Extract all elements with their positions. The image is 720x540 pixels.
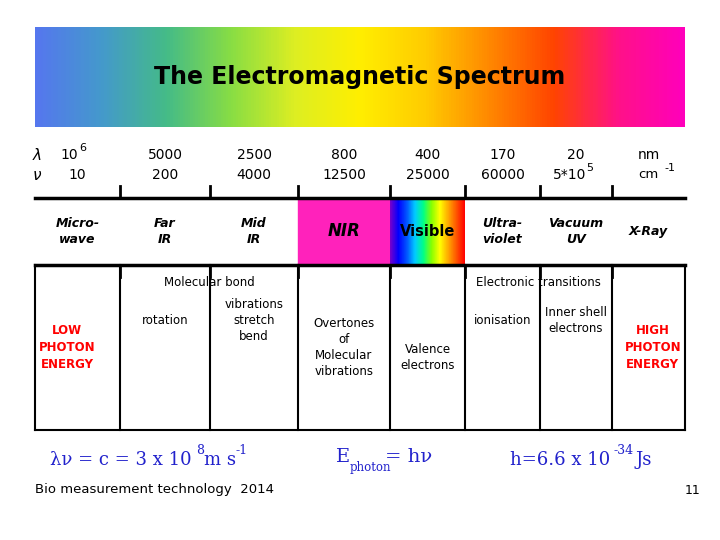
Text: photon: photon [350, 462, 392, 475]
Text: Valence
electrons: Valence electrons [400, 343, 455, 372]
Text: 11: 11 [684, 483, 700, 496]
Text: nm: nm [637, 148, 660, 162]
Text: The Electromagnetic Spectrum: The Electromagnetic Spectrum [154, 65, 566, 89]
Text: Micro-
wave: Micro- wave [55, 217, 99, 246]
Text: NIR: NIR [328, 222, 361, 240]
Text: Far
IR: Far IR [154, 217, 176, 246]
Text: Js: Js [636, 451, 652, 469]
Text: Molecular bond: Molecular bond [163, 276, 254, 289]
Text: 4000: 4000 [236, 168, 271, 182]
Text: 20: 20 [567, 148, 585, 162]
Text: 800: 800 [330, 148, 357, 162]
Text: Inner shell
electrons: Inner shell electrons [545, 306, 607, 334]
Text: 200: 200 [152, 168, 178, 182]
Text: h=6.6 x 10: h=6.6 x 10 [510, 451, 611, 469]
Text: Bio measurement technology  2014: Bio measurement technology 2014 [35, 483, 274, 496]
Text: Ultra-
violet: Ultra- violet [482, 217, 523, 246]
Text: 6: 6 [79, 143, 86, 153]
Text: Overtones
of
Molecular
vibrations: Overtones of Molecular vibrations [313, 317, 374, 378]
Text: 2500: 2500 [236, 148, 271, 162]
Text: 12500: 12500 [322, 168, 366, 182]
Text: 8: 8 [196, 444, 204, 457]
Text: -1: -1 [235, 444, 247, 457]
Text: LOW
PHOTON
ENERGY: LOW PHOTON ENERGY [39, 324, 96, 371]
Text: X-Ray: X-Ray [629, 225, 668, 238]
Text: 5000: 5000 [148, 148, 182, 162]
Text: vibrations
stretch
bend: vibrations stretch bend [225, 298, 284, 342]
Text: λ: λ [33, 147, 42, 163]
Text: 5: 5 [586, 163, 593, 173]
Text: -34: -34 [614, 444, 634, 457]
Text: Vacuum
UV: Vacuum UV [549, 217, 603, 246]
Text: = hν: = hν [385, 448, 432, 466]
Text: ionisation: ionisation [474, 314, 531, 327]
Text: m s: m s [204, 451, 236, 469]
Text: 60000: 60000 [480, 168, 524, 182]
Text: 5*10: 5*10 [553, 168, 587, 182]
Text: λν = c = 3 x 10: λν = c = 3 x 10 [50, 451, 192, 469]
Text: HIGH
PHOTON
ENERGY: HIGH PHOTON ENERGY [624, 324, 681, 371]
Text: cm: cm [639, 168, 659, 181]
Text: ν: ν [33, 167, 42, 183]
Text: E: E [336, 448, 350, 466]
Text: 25000: 25000 [405, 168, 449, 182]
Bar [298, 198, 390, 265]
Text: -1: -1 [665, 163, 675, 173]
Text: 10: 10 [68, 168, 86, 182]
Text: rotation: rotation [142, 314, 189, 327]
Text: 10: 10 [60, 148, 78, 162]
Text: Mid
IR: Mid IR [241, 217, 267, 246]
Text: 170: 170 [490, 148, 516, 162]
Text: Electronic transitions: Electronic transitions [476, 276, 601, 289]
Text: Visible: Visible [400, 224, 455, 239]
Text: 400: 400 [415, 148, 441, 162]
